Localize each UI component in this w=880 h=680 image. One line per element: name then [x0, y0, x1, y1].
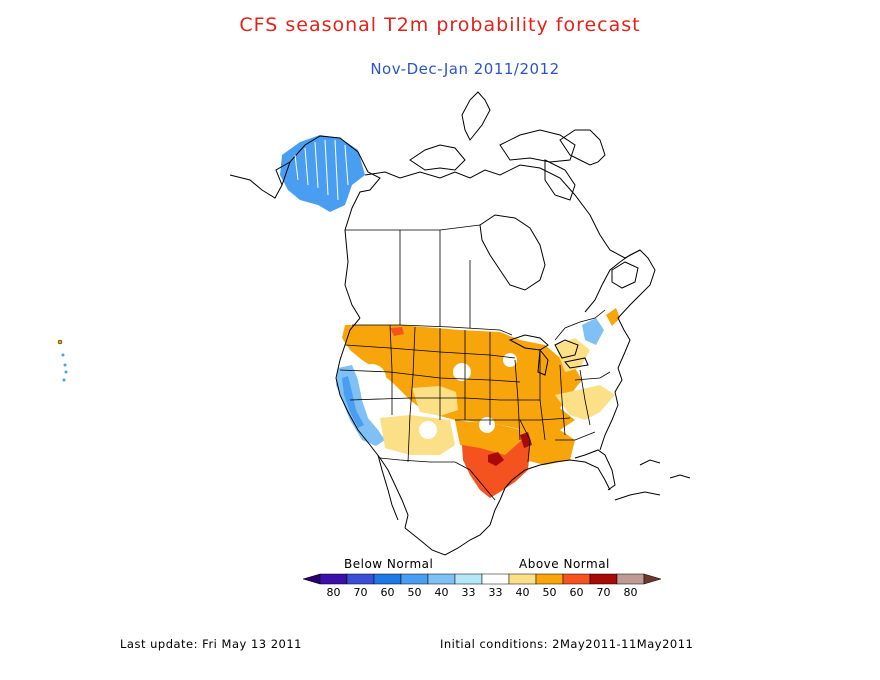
legend-tick-label: 40 — [516, 586, 530, 599]
legend-cap-right — [643, 573, 662, 585]
probability-shading — [280, 135, 620, 498]
legend-tick-label: 40 — [435, 586, 449, 599]
white-patch — [358, 364, 386, 392]
legend-swatch — [346, 573, 375, 585]
legend-tick-label: 33 — [489, 586, 503, 599]
legend-swatch — [589, 573, 618, 585]
white-patch — [479, 417, 495, 433]
legend-swatch — [319, 573, 348, 585]
southeast-above-normal-40 — [555, 385, 615, 420]
southwest-above-normal-40 — [380, 415, 455, 455]
legend-above-normal-label: Above Normal — [519, 557, 610, 571]
legend-swatch — [562, 573, 591, 585]
central-above-normal-40 — [412, 386, 458, 416]
legend-swatch — [400, 573, 429, 585]
legend-swatch — [454, 573, 483, 585]
legend-swatch — [373, 573, 402, 585]
maine-above-normal — [606, 308, 620, 326]
legend-swatch — [427, 573, 456, 585]
hawaii-islands — [57, 339, 68, 382]
legend-tick-label: 60 — [570, 586, 584, 599]
legend-swatch — [535, 573, 564, 585]
legend-below-normal-label: Below Normal — [344, 557, 434, 571]
texas-above-normal-70 — [488, 452, 504, 466]
map-title: CFS seasonal T2m probability forecast — [239, 14, 641, 36]
legend-cap-left — [302, 573, 321, 585]
legend-tick-label: 70 — [597, 586, 611, 599]
legend-tick-label: 33 — [462, 586, 476, 599]
legend-tick-label: 50 — [408, 586, 422, 599]
new-england-below-normal — [582, 318, 604, 345]
initial-conditions-text: Initial conditions: 2May2011-11May2011 — [440, 637, 694, 651]
alaska-below-normal-40 — [280, 135, 365, 212]
legend-color-bar: 80 70 60 50 40 33 33 40 50 60 70 80 — [302, 573, 662, 599]
map-subtitle: Nov-Dec-Jan 2011/2012 — [370, 60, 560, 78]
white-patch — [419, 421, 437, 439]
northeast-above-normal-40 — [555, 338, 590, 372]
legend-swatch — [616, 573, 645, 585]
white-patch — [453, 363, 471, 381]
west-coast-below-normal-50 — [342, 376, 364, 428]
lower-mississippi-above-normal-70 — [520, 432, 532, 448]
legend-tick-label: 50 — [543, 586, 557, 599]
legend-swatch — [508, 573, 537, 585]
legend-tick-label: 60 — [381, 586, 395, 599]
alaska-hatch — [294, 139, 349, 201]
legend-tick-label: 80 — [624, 586, 638, 599]
coastlines — [229, 91, 691, 556]
last-update-text: Last update: Fri May 13 2011 — [120, 637, 303, 651]
montana-above-normal-60 — [390, 327, 404, 336]
texas-above-normal-60 — [462, 440, 530, 498]
political-borders — [339, 224, 611, 501]
legend-tick-label: 80 — [327, 586, 341, 599]
legend-tick-label: 70 — [354, 586, 368, 599]
legend-swatch — [481, 573, 510, 585]
white-patch — [503, 353, 517, 367]
